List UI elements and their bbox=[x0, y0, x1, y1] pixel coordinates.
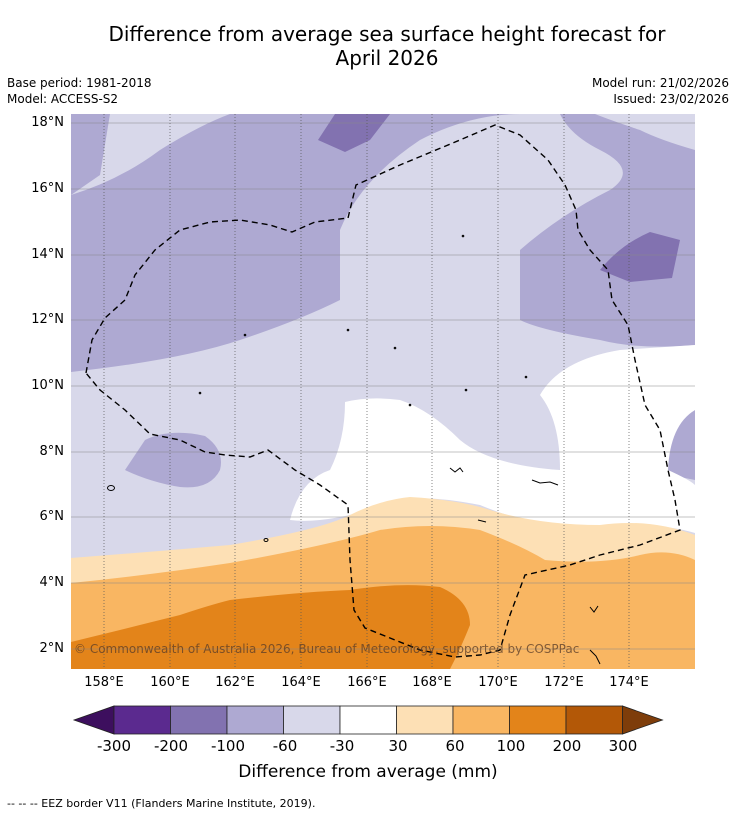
colorbar-tick-minus-200: -200 bbox=[153, 737, 189, 755]
anomaly-region-nw-light bbox=[71, 114, 230, 195]
colorbar-arrow-low bbox=[72, 705, 115, 735]
lon-label-160e: 160°E bbox=[150, 675, 190, 690]
latitude-grid bbox=[71, 122, 695, 650]
longitude-grid bbox=[103, 114, 630, 669]
anomaly-region-near-normal bbox=[290, 345, 695, 533]
lat-label-18n: 18°N bbox=[31, 115, 64, 130]
colorbar-tick-300: 300 bbox=[608, 737, 638, 755]
anomaly-region-minus-100-southwest bbox=[125, 432, 221, 488]
colorbar-arrow-high bbox=[622, 705, 664, 735]
anomaly-region-nw-strip bbox=[71, 114, 110, 195]
lon-label-164e: 164°E bbox=[281, 675, 321, 690]
colorbar-segment-4 bbox=[283, 705, 341, 735]
colorbar-tick-minus-60: -60 bbox=[272, 737, 298, 755]
meta-left: Base period: 1981-2018 Model: ACCESS-S2 bbox=[7, 75, 152, 107]
lon-label-166e: 166°E bbox=[347, 675, 387, 690]
model-run: Model run: 21/02/2026 bbox=[591, 76, 729, 90]
copyright-text: © Commonwealth of Australia 2026, Bureau… bbox=[74, 642, 580, 656]
anomaly-region-minus-200-east bbox=[600, 232, 680, 282]
colorbar-tick-minus-300: -300 bbox=[96, 737, 132, 755]
colorbar-segment-5 bbox=[339, 705, 397, 735]
base-period: Base period: 1981-2018 bbox=[7, 76, 152, 90]
anomaly-region-plus-100 bbox=[71, 585, 470, 669]
anomaly-region-minus-100-west bbox=[71, 114, 520, 372]
lon-label-170e: 170°E bbox=[478, 675, 518, 690]
colorbar-tick-minus-100: -100 bbox=[210, 737, 246, 755]
issued-date: Issued: 23/02/2026 bbox=[613, 92, 729, 106]
lon-label-158e: 158°E bbox=[84, 675, 124, 690]
meta-right: Model run: 21/02/2026 Issued: 23/02/2026 bbox=[592, 75, 729, 107]
model-name: Model: ACCESS-S2 bbox=[7, 92, 119, 106]
lon-label-174e: 174°E bbox=[609, 675, 649, 690]
colorbar-label: Difference from average (mm) bbox=[238, 762, 498, 782]
lat-label-4n: 4°N bbox=[39, 575, 65, 590]
islands bbox=[107, 234, 601, 665]
colorbar-segment-3 bbox=[226, 705, 284, 735]
colorbar-tick-100: 100 bbox=[496, 737, 526, 755]
lat-label-10n: 10°N bbox=[31, 378, 64, 393]
lat-label-12n: 12°N bbox=[31, 312, 64, 327]
colorbar-tick-30: 30 bbox=[388, 737, 408, 755]
lat-label-14n: 14°N bbox=[31, 247, 64, 262]
eez-legend-note: -- -- -- EEZ border V11 (Flanders Marine… bbox=[7, 797, 316, 810]
lon-label-172e: 172°E bbox=[544, 675, 584, 690]
colorbar-tick-minus-30: -30 bbox=[329, 737, 355, 755]
lon-label-162e: 162°E bbox=[215, 675, 255, 690]
chart-title: Difference from average sea surface heig… bbox=[40, 22, 734, 70]
colorbar-segment-7 bbox=[452, 705, 510, 735]
anomaly-region-minus-200-north bbox=[318, 114, 390, 152]
colorbar-segment-9 bbox=[565, 705, 623, 735]
colorbar-segment-1 bbox=[113, 705, 171, 735]
lon-label-168e: 168°E bbox=[412, 675, 452, 690]
title-line-2: April 2026 bbox=[335, 46, 439, 70]
title-line-1: Difference from average sea surface heig… bbox=[108, 22, 666, 46]
colorbar-tick-200: 200 bbox=[552, 737, 582, 755]
colorbar bbox=[72, 705, 664, 735]
map-fill-layer bbox=[71, 114, 695, 669]
colorbar-segment-2 bbox=[170, 705, 228, 735]
colorbar-segment-8 bbox=[509, 705, 567, 735]
colorbar-tick-60: 60 bbox=[445, 737, 465, 755]
colorbar-segment-6 bbox=[396, 705, 454, 735]
lat-label-2n: 2°N bbox=[39, 641, 65, 656]
eez-border bbox=[85, 124, 681, 658]
lat-label-6n: 6°N bbox=[39, 509, 65, 524]
lat-label-16n: 16°N bbox=[31, 181, 64, 196]
lat-label-8n: 8°N bbox=[39, 444, 65, 459]
